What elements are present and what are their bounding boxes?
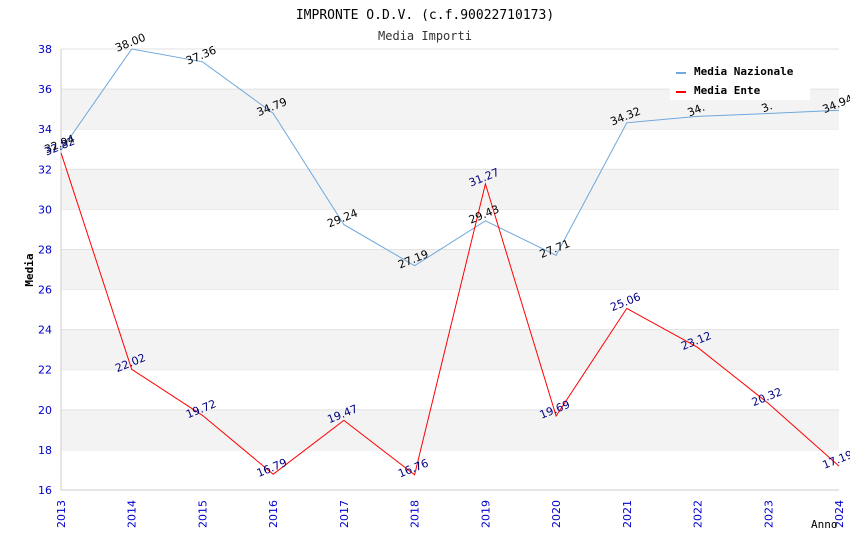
x-tick-label: 2019 — [479, 500, 492, 528]
x-tick-label: 2020 — [550, 500, 563, 528]
x-tick-label: 2021 — [621, 500, 634, 528]
y-tick-label: 22 — [38, 364, 52, 377]
data-label: 29.24 — [326, 206, 360, 230]
data-label: 16.76 — [396, 457, 430, 481]
axes — [60, 49, 839, 491]
legend-label-ente: Media Ente — [694, 84, 761, 97]
x-tick-label: 2024 — [833, 500, 846, 528]
grid-band — [61, 169, 839, 210]
chart-title: IMPRONTE O.D.V. (c.f.90022710173) — [296, 8, 554, 23]
data-label: 34. — [686, 101, 707, 120]
data-label: 3. — [760, 99, 775, 115]
x-tick-label: 2018 — [409, 500, 422, 528]
x-axis-label: Anno — [811, 518, 838, 531]
data-label: 20.32 — [750, 385, 784, 409]
grid-bands — [61, 48, 839, 451]
x-tick-label: 2022 — [692, 500, 705, 528]
y-tick-label: 24 — [38, 324, 52, 337]
series-line-media-nazionale — [60, 48, 840, 267]
x-tick-label: 2013 — [55, 500, 68, 528]
data-label: 37.36 — [184, 44, 218, 68]
x-tick-label: 2015 — [196, 500, 209, 528]
chart-subtitle: Media Importi — [378, 29, 472, 43]
data-label: 16.79 — [255, 456, 289, 480]
x-tick-label: 2014 — [126, 500, 139, 528]
data-label: 17.19 — [821, 448, 850, 472]
x-tick-label: 2017 — [338, 500, 351, 528]
y-tick-labels: 16 18 20 22 24 26 28 30 32 34 36 38 — [38, 43, 52, 497]
grid-band — [61, 409, 839, 450]
legend-box — [670, 62, 810, 100]
y-tick-label: 32 — [38, 163, 52, 176]
x-tick-label: 2023 — [762, 500, 775, 528]
grid-band — [61, 329, 839, 370]
series-line-media-ente — [60, 152, 840, 476]
y-tick-label: 16 — [38, 484, 52, 497]
x-tick-labels: 2013 2014 2015 2016 2017 2018 2019 2020 2021 2022… — [55, 500, 846, 528]
legend-label-nazionale: Media Nazionale — [694, 65, 794, 78]
x-tick-label: 2016 — [267, 500, 280, 528]
y-tick-label: 38 — [38, 43, 52, 56]
y-tick-label: 34 — [38, 123, 52, 136]
y-tick-label: 20 — [38, 404, 52, 417]
y-axis-label: Media — [23, 253, 36, 286]
y-tick-label: 36 — [38, 83, 52, 96]
legend: Media Nazionale Media Ente — [670, 62, 810, 100]
y-tick-label: 28 — [38, 243, 52, 256]
y-tick-label: 18 — [38, 444, 52, 457]
y-tick-label: 26 — [38, 284, 52, 297]
y-tick-label: 30 — [38, 203, 52, 216]
series-lines — [60, 48, 840, 476]
grid-band — [61, 249, 839, 290]
